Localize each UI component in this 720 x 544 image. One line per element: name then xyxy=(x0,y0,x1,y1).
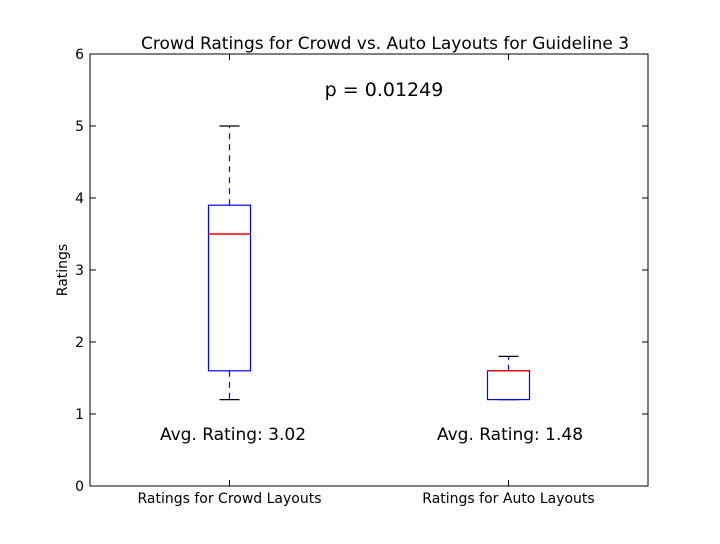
y-tick-label: 2 xyxy=(75,335,84,351)
y-tick-label: 4 xyxy=(75,191,84,207)
y-tick-label: 3 xyxy=(75,263,84,279)
chart-title: Crowd Ratings for Crowd vs. Auto Layouts… xyxy=(141,34,629,54)
box-iqr xyxy=(207,204,252,372)
box-iqr xyxy=(486,370,531,401)
y-tick-label: 0 xyxy=(75,479,84,495)
avg-rating-auto: Avg. Rating: 1.48 xyxy=(437,425,583,445)
x-tick-label: Ratings for Crowd Layouts xyxy=(137,491,321,507)
y-tick-label: 5 xyxy=(75,119,84,135)
y-axis-label: Ratings xyxy=(55,244,71,296)
x-tick-label: Ratings for Auto Layouts xyxy=(422,491,594,507)
p-value-annotation: p = 0.01249 xyxy=(325,79,444,101)
y-tick-label: 1 xyxy=(75,407,84,423)
avg-rating-crowd: Avg. Rating: 3.02 xyxy=(160,425,306,445)
y-tick-label: 6 xyxy=(75,47,84,63)
axes-frame xyxy=(89,53,649,487)
plot-area: 0 1 2 3 4 5 6 Ratings for Crowd Layouts Ratings … xyxy=(75,47,648,507)
